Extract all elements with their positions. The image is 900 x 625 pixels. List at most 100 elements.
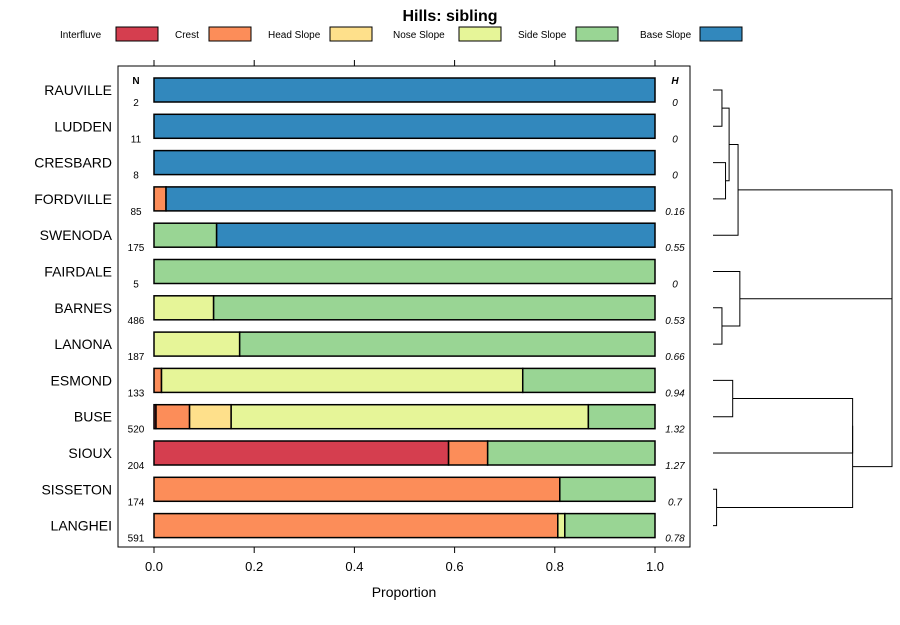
row-langhei: LANGHEI 591 0.78 — [51, 512, 685, 545]
bar-cresbard-base-slope — [153, 149, 656, 176]
n-value-langhei: 591 — [128, 534, 145, 545]
row-rauville: RAUVILLE 2 0 — [44, 77, 678, 109]
legend-swatch-crest — [208, 26, 252, 42]
h-column-header: H — [671, 76, 679, 87]
legend-label-head-slope: Head Slope — [268, 30, 321, 41]
dendrogram — [713, 89, 893, 527]
h-value-rauville: 0 — [672, 98, 678, 109]
x-tick-label-5: 1.0 — [646, 559, 664, 574]
h-value-swenoda: 0.55 — [665, 243, 685, 254]
n-value-fordville: 85 — [130, 207, 142, 218]
bar-esmond-side-slope — [521, 367, 656, 394]
category-label-fordville: FORDVILLE — [34, 191, 112, 207]
row-cresbard: CRESBARD 8 0 — [34, 149, 678, 182]
n-value-sioux: 204 — [128, 461, 145, 472]
bar-esmond-nose-slope — [160, 367, 524, 394]
category-label-esmond: ESMOND — [51, 372, 112, 388]
legend-swatch-side-slope — [575, 26, 619, 42]
row-fordville: FORDVILLE 85 0.16 — [34, 186, 685, 218]
h-value-lanona: 0.66 — [665, 352, 685, 363]
x-axis: 0.0 0.2 0.4 0.6 0.8 1.0 — [145, 547, 664, 574]
legend-swatch-base-slope — [699, 26, 743, 42]
n-value-fairdale: 5 — [133, 280, 139, 291]
h-value-sioux: 1.27 — [665, 461, 685, 472]
bar-barnes-nose-slope — [153, 295, 215, 321]
category-label-lanona: LANONA — [54, 336, 112, 352]
legend-label-crest: Crest — [175, 30, 199, 41]
legend-label-nose-slope: Nose Slope — [393, 30, 445, 41]
legend-label-base-slope: Base Slope — [640, 30, 692, 41]
dendrogram-link-11 — [716, 425, 854, 508]
bar-fordville-base-slope — [165, 186, 656, 212]
h-value-ludden: 0 — [672, 134, 678, 145]
legend-label-interfluve: Interfluve — [60, 30, 102, 41]
bar-fordville-crest — [153, 186, 167, 212]
row-swenoda: SWENODA 175 0.55 — [40, 222, 685, 254]
n-value-swenoda: 175 — [128, 243, 145, 254]
category-label-rauville: RAUVILLE — [44, 82, 112, 98]
bar-barnes-side-slope — [212, 295, 656, 321]
bar-swenoda-base-slope — [215, 222, 656, 248]
chart-title: Hills: sibling — [402, 8, 497, 25]
bar-buse-nose-slope — [230, 403, 590, 430]
legend-label-side-slope: Side Slope — [518, 30, 567, 41]
n-value-lanona: 187 — [128, 352, 145, 363]
bar-sioux-side-slope — [486, 440, 656, 466]
dendrogram-link-12 — [852, 244, 893, 468]
dendrogram-link-7 — [738, 189, 893, 300]
h-value-esmond: 0.94 — [665, 388, 685, 399]
h-value-barnes: 0.53 — [665, 316, 685, 327]
bar-rauville-base-slope — [153, 77, 656, 103]
x-tick-label-0: 0.0 — [145, 559, 163, 574]
h-value-langhei: 0.78 — [665, 534, 685, 545]
legend-swatch-interfluve — [115, 26, 159, 42]
n-value-buse: 520 — [128, 425, 145, 436]
row-esmond: ESMOND 133 0.94 — [51, 367, 685, 399]
bars-layer: RAUVILLE 2 0 LUDDEN 11 0 CRESBARD 8 0 FORDVILLE 85… — [34, 77, 685, 545]
category-label-barnes: BARNES — [54, 300, 112, 316]
bar-lanona-nose-slope — [153, 331, 241, 357]
n-column-header: N — [132, 76, 139, 87]
bar-sisseton-crest — [153, 476, 561, 503]
dendrogram-link-2 — [713, 162, 727, 200]
x-tick-label-3: 0.6 — [446, 559, 464, 574]
category-label-langhei: LANGHEI — [51, 518, 112, 534]
dendrogram-link-9 — [713, 398, 854, 454]
bar-buse-crest — [155, 403, 191, 430]
category-label-fairdale: FAIRDALE — [44, 264, 112, 280]
h-value-buse: 1.32 — [665, 425, 685, 436]
category-label-buse: BUSE — [74, 409, 112, 425]
bar-ludden-base-slope — [153, 113, 656, 140]
n-value-sisseton: 174 — [128, 497, 145, 508]
legend-swatch-nose-slope — [458, 26, 502, 42]
row-sioux: SIOUX 204 1.27 — [68, 440, 685, 472]
category-label-ludden: LUDDEN — [54, 118, 112, 134]
legend: Interfluve Crest Head Slope Nose Slope Side … — [60, 26, 743, 42]
row-barnes: BARNES 486 0.53 — [54, 295, 685, 327]
bar-langhei-nose-slope — [557, 512, 566, 539]
h-value-cresbard: 0 — [672, 171, 678, 182]
top-axis-ticks — [153, 60, 656, 66]
n-value-rauville: 2 — [133, 98, 139, 109]
bar-buse-side-slope — [587, 403, 656, 430]
h-value-sisseton: 0.7 — [668, 497, 682, 508]
dendrogram-link-1 — [713, 89, 723, 127]
bar-sioux-crest — [447, 440, 489, 466]
category-label-sioux: SIOUX — [68, 445, 112, 461]
dendrogram-link-5 — [713, 307, 723, 345]
dendrogram-link-8 — [713, 379, 734, 418]
x-tick-label-2: 0.4 — [345, 559, 363, 574]
category-label-sisseton: SISSETON — [41, 481, 112, 497]
bar-sioux-interfluve — [153, 440, 450, 466]
x-tick-label-4: 0.8 — [546, 559, 564, 574]
h-value-fordville: 0.16 — [665, 207, 685, 218]
row-sisseton: SISSETON 174 0.7 — [41, 476, 682, 508]
dendrogram-link-10 — [713, 488, 718, 527]
bar-fairdale-side-slope — [153, 258, 656, 285]
bar-langhei-side-slope — [564, 512, 656, 539]
bar-lanona-side-slope — [238, 331, 656, 357]
bar-langhei-crest — [153, 512, 559, 539]
category-label-cresbard: CRESBARD — [34, 155, 112, 171]
